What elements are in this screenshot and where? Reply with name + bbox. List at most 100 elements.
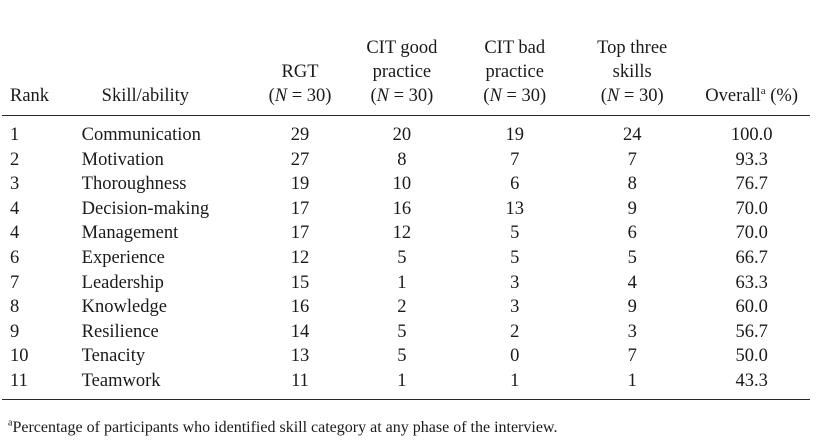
header-skill: Skill/ability [73,36,255,116]
header-row: Rank Skill/ability RGT (N = 30) CIT good… [2,36,810,116]
cell-overall: 56.7 [735,321,768,342]
cell-rank: 3 [10,174,20,195]
footnote-text: Percentage of participants who identifie… [12,419,558,436]
cell-cit-good: 2 [397,297,407,318]
cell-top-three: 24 [622,125,642,145]
cell-cit-bad: 3 [510,272,520,293]
table-row: 10 Tenacity 13 5 0 7 50.0 [2,344,810,369]
cell-cit-good: 8 [397,149,407,170]
cell-skill: Tenacity [81,346,146,367]
cell-top-three: 7 [627,346,637,367]
cell-cit-good: 16 [392,198,412,219]
cell-cit-good: 10 [392,174,412,195]
cell-rgt: 29 [290,125,310,145]
cell-skill: Motivation [81,149,164,170]
cell-skill: Management [81,223,179,244]
cell-rank: 2 [10,149,20,170]
cell-skill: Experience [81,247,165,268]
cell-skill: Resilience [81,321,159,342]
cell-cit-bad: 6 [510,174,520,195]
header-rgt-n: (N = 30) [268,86,332,106]
cell-skill: Leadership [81,272,164,293]
cell-overall: 60.0 [735,297,768,318]
cell-overall: 50.0 [735,346,768,367]
cell-top-three: 5 [627,247,637,268]
cell-rank: 6 [10,247,20,268]
cell-overall: 70.0 [735,223,768,244]
cell-rgt: 12 [290,247,310,268]
header-rgt: RGT (N = 30) [254,36,346,116]
table-row: 11 Teamwork 11 1 1 1 43.3 [2,369,810,399]
cell-overall: 76.7 [735,174,768,195]
header-cit-bad-line1: CIT bad [484,38,546,58]
table-row: 9 Resilience 14 5 2 3 56.7 [2,320,810,345]
header-cit-bad: CIT bad practice (N = 30) [458,36,572,116]
cell-cit-bad: 1 [510,370,520,391]
cell-rank: 10 [10,346,29,367]
cell-rank: 1 [10,125,20,145]
cell-skill: Teamwork [81,370,161,391]
footnote-marker: a [760,84,766,97]
cell-rank: 8 [10,297,20,318]
cell-overall: 70.0 [735,198,768,219]
footnote-marker: a [8,417,13,429]
header-top-three-line1: Top three [597,38,668,58]
table-header: Rank Skill/ability RGT (N = 30) CIT good… [2,36,810,116]
cell-overall: 66.7 [735,247,768,268]
header-rank: Rank [2,36,74,116]
cell-rank: 11 [10,370,28,391]
cell-rgt: 14 [290,321,310,342]
cell-rgt: 19 [290,174,310,195]
cell-cit-good: 1 [397,370,407,391]
cell-cit-bad: 3 [510,297,520,318]
cell-cit-bad: 19 [505,125,524,145]
cell-top-three: 3 [627,321,637,342]
header-cit-good-n: (N = 30) [370,86,434,106]
cell-skill: Communication [81,125,201,145]
table-row: 6 Experience 12 5 5 5 66.7 [2,246,810,271]
cell-top-three: 7 [627,149,637,170]
cell-overall: 43.3 [735,370,768,391]
cell-overall: 93.3 [735,149,768,170]
table-row: 4 Decision-making 17 16 13 9 70.0 [2,197,810,222]
skills-table: Rank Skill/ability RGT (N = 30) CIT good… [2,36,810,400]
cell-rgt: 17 [290,198,310,219]
cell-cit-bad: 0 [510,346,520,367]
cell-cit-good: 1 [397,272,407,293]
header-cit-good-line1: CIT good [366,38,438,58]
cell-overall: 63.3 [735,272,768,293]
cell-cit-bad: 7 [510,149,520,170]
cell-cit-bad: 2 [510,321,520,342]
table-body: 1 Communication 29 20 19 24 100.0 2 Motivation 27… [2,116,810,400]
table-row: 3 Thoroughness 19 10 6 8 76.7 [2,172,810,197]
cell-rank: 4 [10,223,20,244]
cell-cit-bad: 5 [510,223,520,244]
cell-cit-good: 12 [392,223,412,244]
cell-cit-bad: 5 [510,247,520,268]
header-overall: Overalla (%) [693,36,810,116]
cell-overall: 100.0 [730,125,773,145]
table-row: 4 Management 17 12 5 6 70.0 [2,221,810,246]
cell-top-three: 9 [627,198,637,219]
cell-cit-good: 20 [392,125,412,145]
header-cit-good-line2: practice [372,62,432,82]
cell-skill: Knowledge [81,297,167,318]
cell-top-three: 4 [627,272,637,293]
header-top-three: Top three skills (N = 30) [571,36,694,116]
cell-cit-good: 5 [397,346,407,367]
cell-rgt: 17 [290,223,310,244]
header-cit-bad-n: (N = 30) [483,86,547,106]
table-footnote: aPercentage of participants who identifi… [8,418,557,438]
cell-top-three: 9 [627,297,637,318]
cell-skill: Decision-making [81,198,210,219]
table-row: 2 Motivation 27 8 7 7 93.3 [2,148,810,173]
cell-top-three: 8 [627,174,637,195]
header-rgt-line1: RGT [281,62,319,82]
cell-top-three: 6 [627,223,637,244]
header-top-three-n: (N = 30) [600,86,664,106]
cell-rank: 4 [10,198,20,219]
cell-rgt: 16 [290,297,310,318]
cell-rank: 9 [10,321,20,342]
cell-cit-good: 5 [397,247,407,268]
